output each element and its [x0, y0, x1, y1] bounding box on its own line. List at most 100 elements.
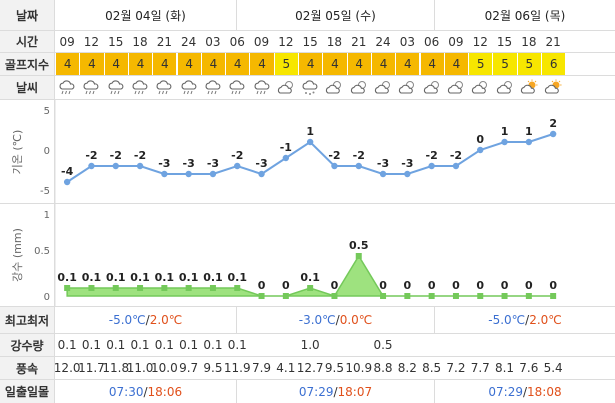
rain-amount-cell	[420, 334, 444, 356]
precipitation-value-label: 0	[428, 279, 436, 292]
day-1-min: -5.0℃	[108, 313, 146, 327]
precipitation-value-label: 0	[525, 279, 533, 292]
rain-amount-cell	[468, 334, 492, 356]
hour-cell: 09	[59, 34, 75, 49]
precipitation-value-label: 0.5	[349, 239, 369, 252]
day-3-sun: 07:29/18:08	[488, 384, 562, 399]
partly-cloudy-icon	[420, 76, 444, 99]
temperature-y-tick: 5	[44, 106, 50, 117]
golf-index-cell: 4	[127, 53, 153, 75]
wind-speed-cell: 12.0	[53, 361, 81, 375]
day-1-sunrise: 07:30	[108, 384, 144, 399]
minmax-label: 최고최저	[0, 307, 55, 333]
temperature-chart: 5 0 -5 -4 -2 -2 -2 -3 -3 -3 -2 -3 -1 1 -2 -2 -3 -3 -2 -2 0 1 1…	[40, 100, 557, 204]
hour-cell: 18	[132, 34, 148, 49]
golf-index-cell: 4	[346, 53, 371, 75]
temperature-value-label: -2	[450, 149, 462, 162]
day-divider	[236, 0, 237, 30]
temperature-value-label: 1	[525, 125, 533, 138]
day-divider	[434, 0, 435, 30]
temperature-value-label: -2	[134, 149, 146, 162]
golf-index-cell: 4	[176, 53, 201, 75]
temperature-value-label: -2	[110, 149, 122, 162]
temperature-point	[234, 162, 241, 170]
rain-amount-label: 강수량	[0, 334, 55, 356]
hour-cell: 15	[108, 34, 124, 49]
golf-index-cell: 4	[370, 53, 396, 75]
day-3-sunrise: 07:29	[488, 384, 523, 399]
rain-amount-cell	[274, 334, 298, 356]
wind-speed-cell: 8.8	[373, 361, 393, 375]
day-2-sunrise: 07:29	[298, 384, 334, 399]
temperature-point	[428, 162, 435, 170]
partly-cloudy-icon	[371, 76, 395, 99]
golf-index-cell: 4	[419, 53, 444, 75]
hour-cell: 12	[278, 34, 294, 49]
golf-index-cell: 4	[443, 53, 469, 75]
wind-speed-cell: 11.0	[126, 361, 154, 375]
temperature-value-label: 0	[476, 133, 484, 146]
temperature-value-label: -3	[183, 157, 195, 170]
day-1-date: 02월 04일 (화)	[105, 8, 186, 23]
precipitation-value-label: 0.1	[155, 271, 175, 284]
precipitation-point	[161, 285, 168, 291]
rain-cloud-icon	[249, 76, 273, 99]
rain-amount-cell: 0.1	[57, 338, 77, 352]
rain-cloud-icon	[177, 76, 201, 99]
hour-cell: 03	[205, 34, 221, 49]
time-label: 시간	[0, 31, 55, 52]
temperature-value-label: 1	[501, 125, 509, 138]
precipitation-point	[258, 293, 265, 299]
rain-amount-cell	[492, 334, 516, 356]
wind-speed-cell: 9.5	[203, 361, 223, 375]
temperature-value-label: -3	[255, 157, 267, 170]
wind-speed-cell: 10.9	[345, 361, 373, 375]
partly-cloudy-icon	[322, 76, 346, 99]
rain-amount-cell	[347, 334, 371, 356]
precipitation-point	[404, 293, 411, 299]
precipitation-point	[88, 285, 95, 291]
temperature-point	[355, 162, 362, 170]
day-1-sun: 07:30/18:06	[108, 384, 183, 399]
rain-amount-cell	[395, 334, 419, 356]
precipitation-point	[185, 285, 192, 291]
precipitation-point	[307, 285, 314, 291]
temperature-point	[282, 154, 290, 162]
precipitation-value-label: 0	[549, 279, 557, 292]
temperature-value-label: -2	[328, 149, 340, 162]
precipitation-value-label: 0.1	[300, 271, 320, 284]
golf-index-cell: 4	[55, 53, 80, 75]
rain-amount-cell: 0.1	[130, 338, 150, 352]
rain-cloud-icon	[201, 76, 225, 99]
date-row: 날짜 02월 04일 (화) 02월 05일 (수) 02월 06일 (목)	[0, 0, 615, 31]
day-2-sunset: 18:07	[337, 384, 373, 399]
weather-row: 날씨	[0, 76, 615, 100]
temperature-point	[549, 130, 557, 138]
rain-cloud-icon	[79, 76, 103, 99]
temperature-point	[379, 170, 387, 178]
temperature-point	[185, 170, 192, 178]
day-2-max: 0.0℃	[339, 313, 373, 327]
wind-speed-row: 풍속 12.0 11.7 11.8 11.0 10.0 9.7 9.5 11.9 7.9 4.1 1…	[0, 357, 615, 380]
temperature-point	[112, 162, 119, 170]
temperature-point	[63, 178, 71, 186]
golf-index-cell: 4	[225, 53, 250, 75]
temperature-value-label: -3	[377, 157, 389, 170]
precipitation-point	[501, 293, 508, 299]
precipitation-value-label: 0.1	[57, 271, 77, 284]
precipitation-value-label: 0	[258, 279, 266, 292]
day-3-min: -5.0℃	[488, 313, 526, 327]
hour-cell: 12	[83, 34, 100, 49]
hour-cell: 18	[521, 34, 537, 49]
precipitation-point	[428, 293, 435, 299]
wind-speed-cell: 9.5	[324, 361, 344, 375]
precipitation-value-label: 0	[404, 279, 412, 292]
wind-speed-cell: 4.1	[276, 361, 296, 375]
temperature-y-tick: -5	[40, 186, 50, 197]
golf-index-cell: 4	[322, 53, 347, 75]
golf-index-cell: 5	[273, 53, 298, 75]
hour-cell: 24	[375, 34, 391, 49]
temperature-chart-panel: 기온 (℃) 5 0 -5 -4 -2 -2 -2 -3 -3 -3 -2 -3 -1 1 -2 -2 -3 -3…	[0, 100, 615, 204]
